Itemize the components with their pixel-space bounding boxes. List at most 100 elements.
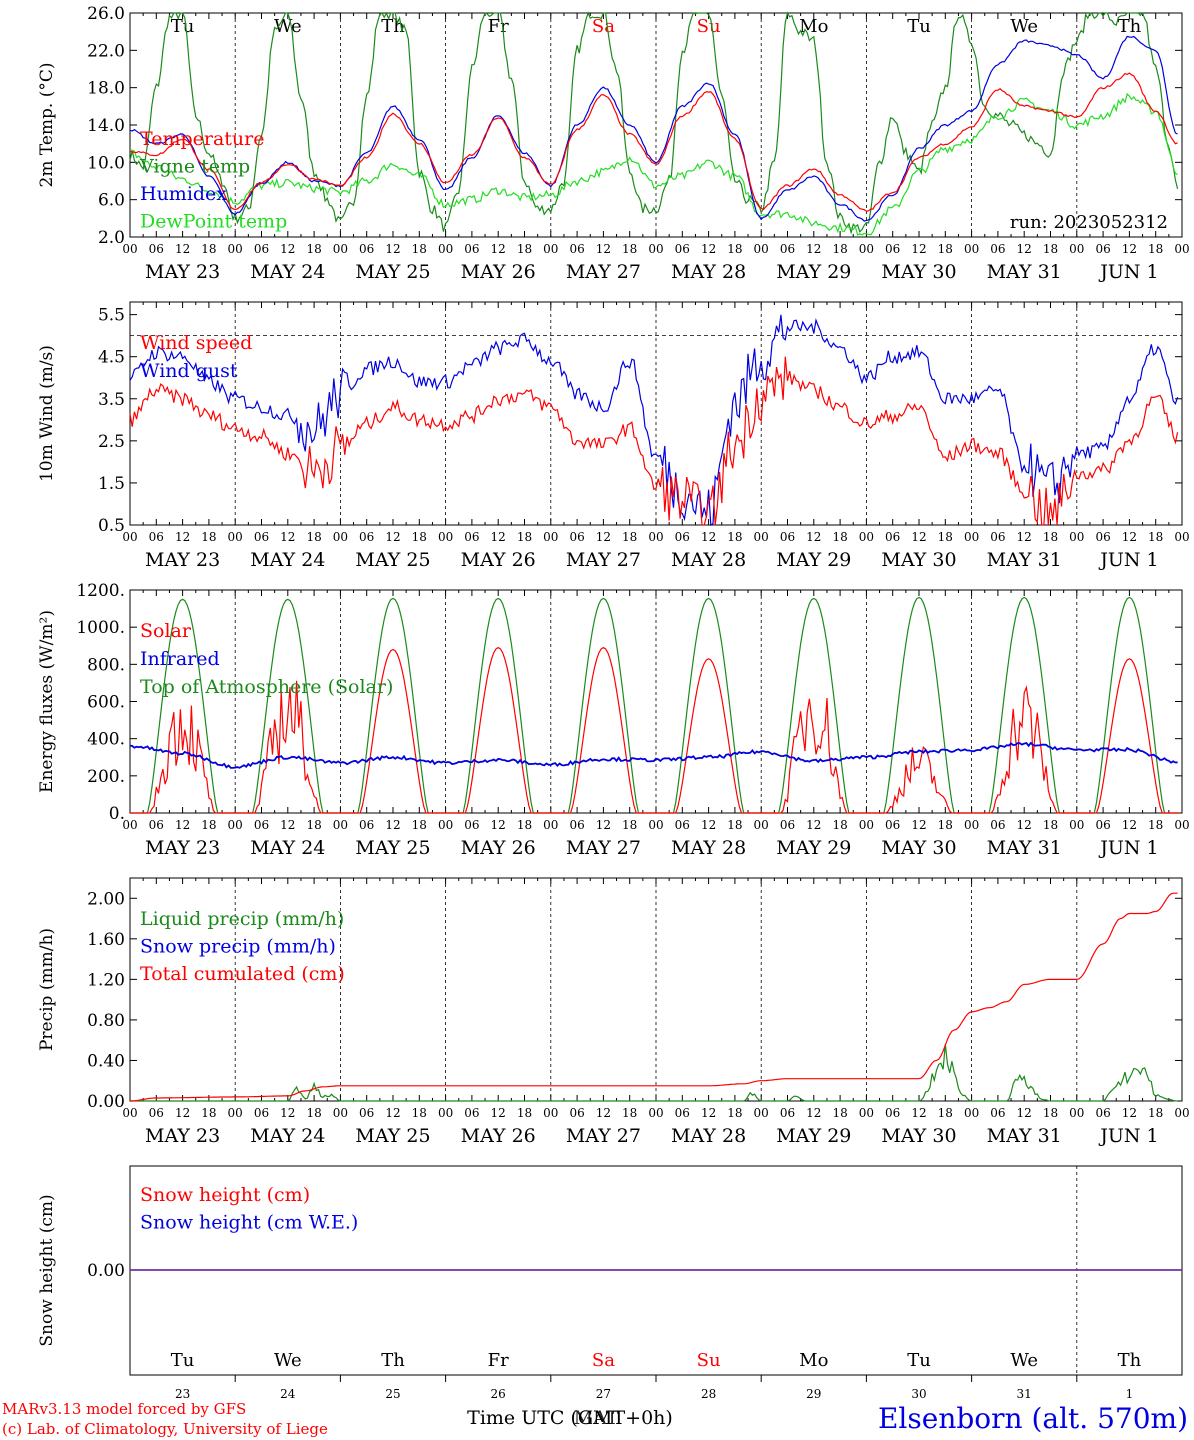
- hour-tick-label: 06: [675, 242, 690, 256]
- legend-entry: Snow height (cm): [140, 1184, 310, 1206]
- y-tick-label: 0.5: [98, 516, 125, 536]
- hour-tick-label: 06: [990, 1106, 1005, 1120]
- y-tick-label: 1.20: [87, 970, 125, 990]
- hour-tick-label: 18: [832, 818, 847, 832]
- hour-tick-label: 06: [675, 818, 690, 832]
- hour-tick-label: 00: [1069, 242, 1084, 256]
- y-tick-label: 5.5: [98, 306, 125, 326]
- date-label: MAY 27: [566, 549, 641, 571]
- date-label: MAY 23: [145, 837, 220, 859]
- date-label: MAY 31: [987, 1125, 1062, 1147]
- weekday-label: Sa: [592, 1350, 615, 1371]
- weekday-label: Th: [381, 1350, 405, 1371]
- y-tick-label: 2.5: [98, 432, 125, 452]
- day-number-label: 30: [911, 1387, 926, 1401]
- date-label: MAY 28: [671, 837, 746, 859]
- hour-tick-label: 00: [333, 530, 348, 544]
- y-tick-label: 10.0: [87, 153, 125, 173]
- legend-entry: Snow height (cm W.E.): [140, 1212, 358, 1234]
- solar-line: [130, 646, 1180, 814]
- hour-tick-label: 00: [1174, 530, 1189, 544]
- hour-tick-label: 00: [859, 530, 874, 544]
- weekday-label: We: [274, 16, 302, 37]
- hour-tick-label: 12: [596, 1106, 611, 1120]
- series-line-blue: [129, 35, 1178, 222]
- hour-tick-label: 00: [543, 1106, 558, 1120]
- y-tick-label: 4.5: [98, 348, 125, 368]
- date-label: JUN 1: [1098, 261, 1158, 283]
- legend-entry: Temperature: [140, 128, 264, 150]
- date-label: MAY 24: [250, 1125, 325, 1147]
- hour-tick-label: 06: [569, 530, 584, 544]
- hour-tick-label: 06: [885, 242, 900, 256]
- weekday-label: Th: [1118, 16, 1142, 37]
- hour-tick-label: 12: [280, 818, 295, 832]
- hour-tick-label: 00: [964, 242, 979, 256]
- y-axis-label: 2m Temp. (°C): [37, 62, 57, 187]
- date-label: MAY 31: [987, 549, 1062, 571]
- date-label: MAY 27: [566, 1125, 641, 1147]
- hour-tick-label: 00: [228, 818, 243, 832]
- day-number-label: 25: [385, 1387, 400, 1401]
- hour-tick-label: 12: [491, 1106, 506, 1120]
- time-axis-overlap: MAT: [574, 1407, 619, 1429]
- date-label: JUN 1: [1098, 549, 1158, 571]
- date-label: MAY 30: [881, 1125, 956, 1147]
- series-line-lightgreen: [129, 92, 1178, 236]
- hour-tick-label: 18: [938, 818, 953, 832]
- hour-tick-label: 18: [1148, 530, 1163, 544]
- date-label: MAY 28: [671, 549, 746, 571]
- hour-tick-label: 18: [938, 530, 953, 544]
- hour-tick-label: 18: [622, 1106, 637, 1120]
- hour-tick-label: 00: [122, 242, 137, 256]
- legend-entry: Snow precip (mm/h): [140, 936, 336, 958]
- date-label: JUN 1: [1098, 1125, 1158, 1147]
- legend-entry: Solar: [140, 620, 192, 642]
- copyright-credit: (c) Lab. of Climatology, University of L…: [2, 1420, 328, 1438]
- hour-tick-label: 00: [1069, 818, 1084, 832]
- hour-tick-label: 12: [280, 242, 295, 256]
- hour-tick-label: 00: [1174, 818, 1189, 832]
- weekday-label: Su: [697, 1350, 721, 1371]
- weekday-label: We: [1010, 1350, 1038, 1371]
- hour-tick-label: 12: [596, 818, 611, 832]
- weekday-label: Tu: [907, 16, 931, 37]
- day-number-label: 28: [701, 1387, 716, 1401]
- hour-tick-label: 00: [648, 530, 663, 544]
- y-tick-label: 14.0: [87, 116, 125, 136]
- legend-entry: Wind gust: [140, 360, 238, 382]
- hour-tick-label: 00: [122, 530, 137, 544]
- infrared-line: [129, 741, 1178, 769]
- hour-tick-label: 06: [885, 530, 900, 544]
- hour-tick-label: 12: [491, 242, 506, 256]
- date-label: MAY 26: [461, 837, 536, 859]
- hour-tick-label: 00: [859, 242, 874, 256]
- hour-tick-label: 00: [648, 818, 663, 832]
- time-axis-label: Time UTC (GMT+0h): [467, 1407, 673, 1429]
- y-tick-label: 0.: [109, 804, 125, 824]
- y-tick-label: 800.: [87, 655, 125, 675]
- date-label: MAY 24: [250, 549, 325, 571]
- hour-tick-label: 12: [911, 242, 926, 256]
- hour-tick-label: 00: [1174, 242, 1189, 256]
- hour-tick-label: 18: [727, 818, 742, 832]
- hour-tick-label: 00: [333, 1106, 348, 1120]
- weekday-label: Tu: [907, 1350, 931, 1371]
- hour-tick-label: 06: [254, 530, 269, 544]
- y-axis-label: Precip (mm/h): [37, 928, 57, 1051]
- hour-tick-label: 12: [701, 1106, 716, 1120]
- hour-tick-label: 06: [359, 818, 374, 832]
- hour-tick-label: 12: [1122, 818, 1137, 832]
- date-label: MAY 23: [145, 1125, 220, 1147]
- hour-tick-label: 12: [596, 530, 611, 544]
- hour-tick-label: 06: [675, 1106, 690, 1120]
- hour-tick-label: 06: [990, 818, 1005, 832]
- hour-tick-label: 18: [1148, 242, 1163, 256]
- hour-tick-label: 12: [1017, 1106, 1032, 1120]
- hour-tick-label: 06: [149, 1106, 164, 1120]
- hour-tick-label: 18: [832, 242, 847, 256]
- hour-tick-label: 00: [438, 530, 453, 544]
- hour-tick-label: 18: [832, 530, 847, 544]
- hour-tick-label: 18: [1043, 530, 1058, 544]
- hour-tick-label: 18: [517, 1106, 532, 1120]
